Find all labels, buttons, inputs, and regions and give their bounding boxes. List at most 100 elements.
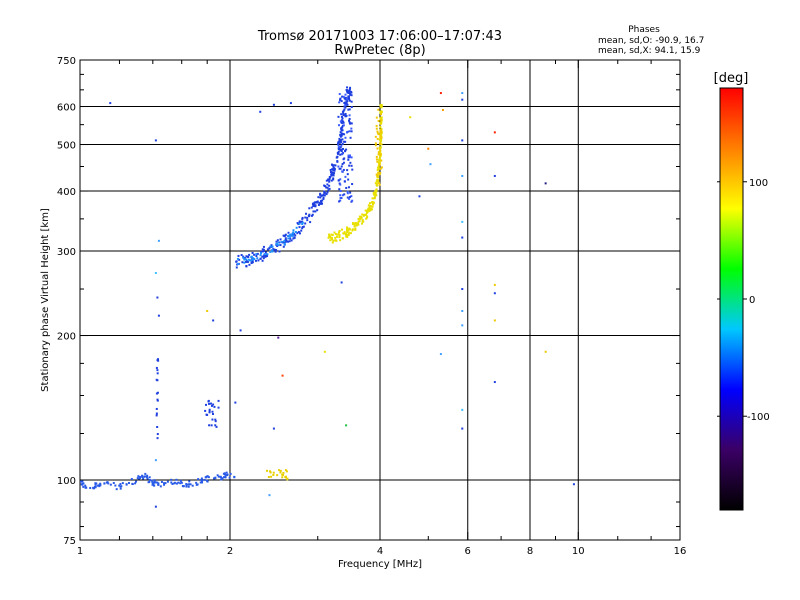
o-mode-ground-point bbox=[146, 477, 149, 480]
o-mode-ground-point bbox=[148, 479, 151, 482]
x-mode-f-point bbox=[366, 216, 369, 219]
o-mode-f-point bbox=[262, 249, 265, 252]
o-mode-ground-point bbox=[141, 475, 144, 478]
x-mode-cusp-point bbox=[377, 151, 380, 154]
x-mode-cusp-point bbox=[379, 153, 382, 156]
o-mode-cusp-point bbox=[350, 127, 353, 130]
isolated-point bbox=[206, 309, 209, 312]
x-mode-f-point bbox=[364, 209, 367, 212]
o-mode-f-point bbox=[290, 233, 293, 236]
x-mode-f-point bbox=[348, 227, 351, 230]
streak-point bbox=[155, 412, 158, 415]
o-mode-f-point bbox=[306, 219, 309, 222]
o-mode-f-point bbox=[261, 248, 264, 251]
o-mode-cusp-point bbox=[344, 149, 347, 152]
isolated-point bbox=[461, 92, 464, 95]
o-mode-ground-point bbox=[185, 483, 188, 486]
isolated-point bbox=[418, 195, 421, 198]
x-mode-cusp-point bbox=[375, 155, 378, 158]
o-mode-f-point bbox=[236, 263, 239, 266]
o-mode-ground-point bbox=[139, 476, 142, 479]
x-mode-f-point bbox=[380, 106, 383, 109]
o-mode-f-point bbox=[297, 223, 300, 226]
x-mode-ground-point bbox=[279, 469, 282, 472]
o-mode-cusp-point bbox=[339, 199, 342, 202]
x-mode-cusp-point bbox=[378, 173, 381, 176]
x-mode-f-point bbox=[371, 203, 374, 206]
o-mode-cusp-point bbox=[338, 141, 341, 144]
x-mode-cusp-point bbox=[378, 182, 381, 185]
o-mode-ground-point bbox=[189, 483, 192, 486]
o-mode-f-point bbox=[349, 86, 352, 89]
isolated-point bbox=[154, 459, 157, 462]
o-mode-f-point bbox=[326, 191, 329, 194]
o-mode-cusp-point bbox=[340, 148, 343, 151]
o-mode-cusp-point bbox=[337, 179, 340, 182]
x-mode-cusp-point bbox=[379, 134, 382, 137]
o-mode-f-point bbox=[344, 106, 347, 109]
o-mode-f-point bbox=[323, 190, 326, 193]
o-mode-cusp-point bbox=[348, 114, 351, 117]
colorbar-label: [deg] bbox=[714, 71, 749, 86]
o-mode-f-point bbox=[275, 243, 278, 246]
o-mode-f-point bbox=[335, 156, 338, 159]
o-mode-ground-point bbox=[138, 477, 141, 480]
o-mode-f-point bbox=[266, 248, 269, 251]
streak-point bbox=[155, 414, 158, 417]
cluster-point bbox=[217, 406, 220, 409]
x-mode-ground-point bbox=[269, 471, 272, 474]
isolated-point bbox=[154, 139, 157, 142]
x-mode-f-point bbox=[375, 182, 378, 185]
o-mode-ground-point bbox=[222, 472, 225, 475]
o-mode-cusp-point bbox=[342, 124, 345, 127]
o-mode-cusp-point bbox=[342, 147, 345, 150]
x-mode-f-point bbox=[351, 229, 354, 232]
o-mode-f-point bbox=[318, 201, 321, 204]
o-mode-f-point bbox=[342, 114, 345, 117]
x-mode-f-point bbox=[374, 192, 377, 195]
x-mode-f-point bbox=[376, 179, 379, 182]
isolated-point bbox=[439, 92, 442, 95]
o-mode-f-point bbox=[338, 147, 341, 150]
o-mode-ground-point bbox=[182, 485, 185, 488]
o-mode-cusp-point bbox=[338, 200, 341, 203]
o-mode-ground-point bbox=[84, 484, 87, 487]
x-mode-cusp-point bbox=[376, 174, 379, 177]
cluster-point bbox=[213, 405, 216, 408]
x-mode-f-point bbox=[368, 206, 371, 209]
o-mode-f-point bbox=[252, 257, 255, 260]
x-mode-f-point bbox=[338, 235, 341, 238]
o-mode-cusp-point bbox=[342, 95, 345, 98]
o-mode-f-point bbox=[302, 225, 305, 228]
o-mode-ground-point bbox=[109, 483, 112, 486]
x-mode-ground-point bbox=[278, 469, 281, 472]
x-mode-cusp-point bbox=[376, 137, 379, 140]
o-mode-ground-point bbox=[217, 475, 220, 478]
o-mode-f-point bbox=[308, 213, 311, 216]
o-mode-f-point bbox=[333, 164, 336, 167]
streak-point bbox=[156, 391, 159, 394]
x-mode-cusp-point bbox=[377, 108, 380, 111]
o-mode-f-point bbox=[340, 141, 343, 144]
o-mode-ground-point bbox=[144, 472, 147, 475]
x-mode-ground-point bbox=[268, 470, 271, 473]
o-mode-cusp-point bbox=[344, 140, 347, 143]
o-mode-f-point bbox=[264, 254, 267, 257]
x-mode-f-point bbox=[371, 201, 374, 204]
o-mode-f-point bbox=[312, 210, 315, 213]
o-mode-f-point bbox=[266, 255, 269, 258]
o-mode-f-point bbox=[322, 198, 325, 201]
isolated-point bbox=[461, 139, 464, 142]
cluster-point bbox=[204, 409, 207, 412]
o-mode-cusp-point bbox=[347, 154, 350, 157]
isolated-point bbox=[234, 401, 237, 404]
o-mode-f-point bbox=[346, 100, 349, 103]
x-mode-f-point bbox=[359, 217, 362, 220]
phases-stats-o: mean, sd,O: -90.9, 16.7 bbox=[598, 36, 704, 46]
isolated-point bbox=[157, 239, 160, 242]
o-mode-cusp-point bbox=[340, 144, 343, 147]
isolated-point bbox=[461, 408, 464, 411]
o-mode-f-point bbox=[332, 177, 335, 180]
o-mode-ground-point bbox=[228, 476, 231, 479]
x-mode-f-point bbox=[333, 231, 336, 234]
